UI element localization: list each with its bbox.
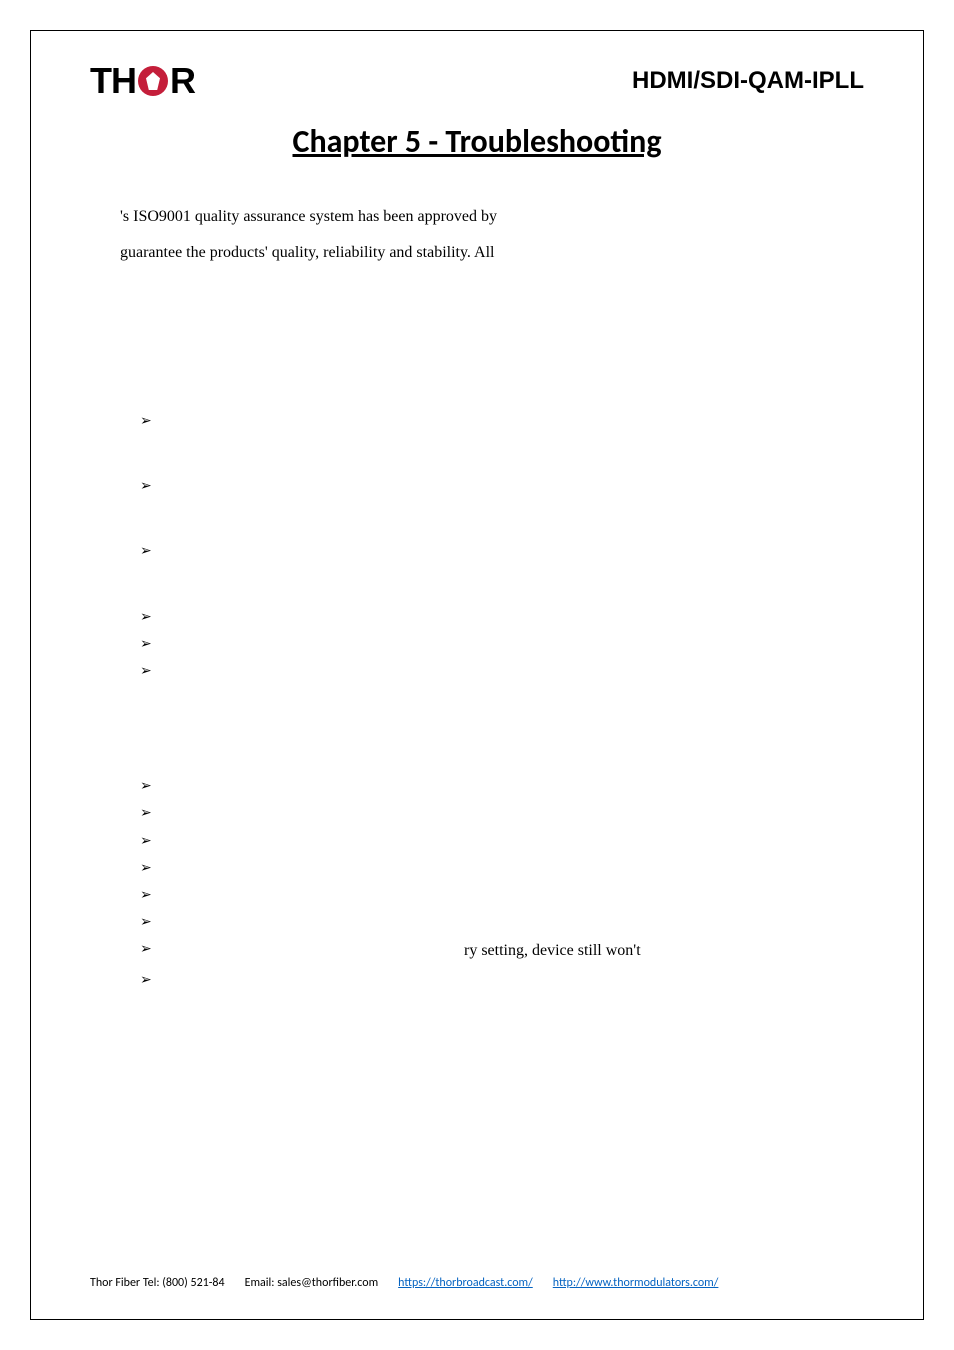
- list-item: ➢: [140, 539, 864, 564]
- list-item: ➢: [140, 883, 864, 908]
- thor-logo: TH R: [90, 60, 195, 102]
- page-footer: Thor Fiber Tel: (800) 521-84 Email: sale…: [90, 1276, 864, 1290]
- list-item: ➢: [140, 801, 864, 826]
- list-item: ➢: [140, 829, 864, 854]
- chevron-right-icon: ➢: [140, 937, 154, 962]
- list-item: ➢: [140, 409, 864, 434]
- body-line-2: guarantee the products' quality, reliabi…: [120, 237, 864, 269]
- chevron-right-icon: ➢: [140, 474, 154, 499]
- chevron-right-icon: ➢: [140, 659, 154, 684]
- globe-icon: [138, 66, 168, 96]
- bullet-list-2: ➢ ➢ ➢ ➢ ➢ ➢ ➢ ry setting, device still w…: [140, 774, 864, 993]
- body-paragraph: 's ISO9001 quality assurance system has …: [120, 201, 864, 269]
- list-item: ➢: [140, 968, 864, 993]
- chapter-title: Chapter 5 - Troubleshooting: [90, 122, 864, 161]
- header-title: HDMI/SDI-QAM-IPLL: [632, 67, 864, 95]
- page-header: TH R HDMI/SDI-QAM-IPLL: [90, 60, 864, 102]
- list-item: ➢: [140, 774, 864, 799]
- chevron-right-icon: ➢: [140, 829, 154, 854]
- list-item: ➢: [140, 605, 864, 630]
- chevron-right-icon: ➢: [140, 632, 154, 657]
- chevron-right-icon: ➢: [140, 883, 154, 908]
- chevron-right-icon: ➢: [140, 539, 154, 564]
- bullet-list-1: ➢ ➢ ➢ ➢ ➢ ➢: [140, 409, 864, 684]
- chevron-right-icon: ➢: [140, 409, 154, 434]
- list-item-text: ry setting, device still won't: [464, 937, 641, 966]
- footer-email: Email: sales@thorfiber.com: [245, 1276, 379, 1290]
- list-item: ➢: [140, 910, 864, 935]
- footer-link-broadcast[interactable]: https://thorbroadcast.com/: [398, 1276, 533, 1290]
- chevron-right-icon: ➢: [140, 801, 154, 826]
- list-item: ➢: [140, 632, 864, 657]
- footer-link-modulators[interactable]: http://www.thormodulators.com/: [553, 1276, 719, 1290]
- list-item: ➢: [140, 856, 864, 881]
- list-item: ➢ ry setting, device still won't: [140, 937, 864, 966]
- body-line-1: 's ISO9001 quality assurance system has …: [120, 201, 864, 233]
- logo-text-right: R: [170, 60, 195, 102]
- list-item: ➢: [140, 659, 864, 684]
- page-content: TH R HDMI/SDI-QAM-IPLL Chapter 5 - Troub…: [90, 60, 864, 1290]
- chevron-right-icon: ➢: [140, 605, 154, 630]
- chevron-right-icon: ➢: [140, 968, 154, 993]
- chevron-right-icon: ➢: [140, 910, 154, 935]
- list-item: ➢: [140, 474, 864, 499]
- chevron-right-icon: ➢: [140, 856, 154, 881]
- chevron-right-icon: ➢: [140, 774, 154, 799]
- logo-text-left: TH: [90, 60, 136, 102]
- footer-tel: Thor Fiber Tel: (800) 521-84: [90, 1276, 225, 1290]
